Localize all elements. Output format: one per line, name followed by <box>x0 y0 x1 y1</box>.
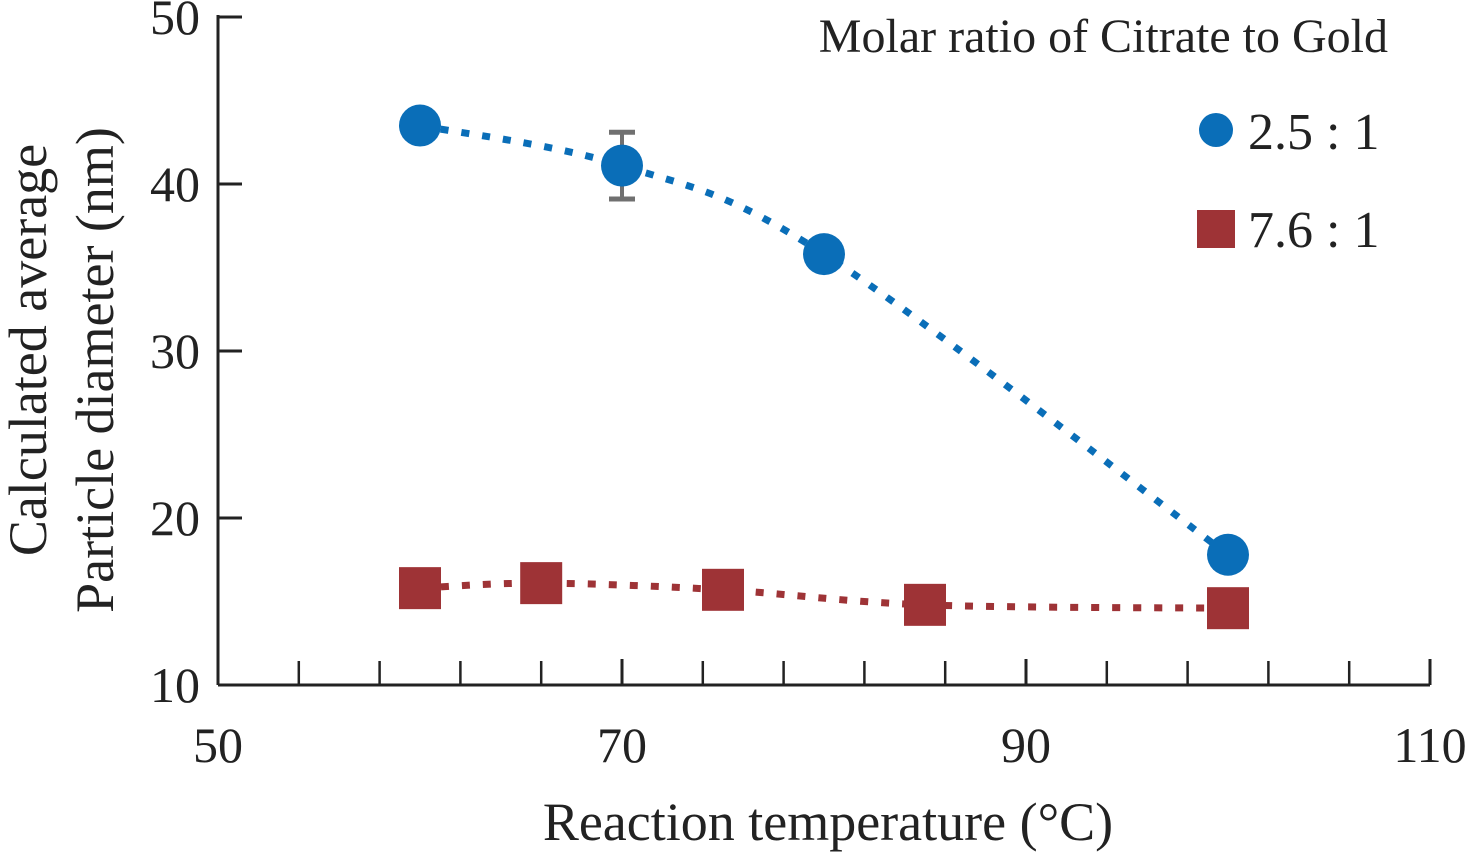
x-tick-label: 50 <box>193 717 243 773</box>
y-tick-label: 40 <box>150 156 200 212</box>
x-axis-title: Reaction temperature (°C) <box>543 792 1113 852</box>
trend-line-series-1 <box>419 122 1231 558</box>
data-point-series-1 <box>399 104 441 147</box>
data-point-series-2 <box>1207 587 1249 630</box>
y-tick-label: 20 <box>150 490 200 546</box>
y-axis-title-line-2: Particle diameter (nm) <box>65 127 125 613</box>
y-tick-label: 30 <box>150 323 200 379</box>
x-ticks: 50 70 90 110 <box>193 659 1467 773</box>
data-point-series-2 <box>520 562 563 605</box>
y-tick-label: 10 <box>150 657 200 713</box>
legend-marker-7-6-to-1 <box>1197 210 1235 248</box>
axes: 50 70 90 110 10 20 30 40 50 <box>150 0 1467 773</box>
x-tick-label: 90 <box>1001 717 1051 773</box>
y-axis-title-line-1: Calculated average <box>0 144 58 556</box>
legend-marker-2-5-to-1 <box>1199 113 1233 147</box>
y-tick-label: 50 <box>150 0 200 45</box>
trend-lines <box>419 122 1231 612</box>
plot-area <box>399 104 1249 630</box>
data-point-series-1 <box>601 144 643 187</box>
y-ticks: 10 20 30 40 50 <box>150 0 242 713</box>
x-tick-label: 70 <box>597 717 647 773</box>
data-point-series-1 <box>803 233 845 276</box>
data-point-series-2 <box>904 583 946 626</box>
legend-label-2-5-to-1: 2.5 : 1 <box>1248 104 1379 161</box>
legend: Molar ratio of Citrate to Gold 2.5 : 1 7… <box>819 10 1388 259</box>
data-point-series-2 <box>702 568 744 611</box>
legend-label-7-6-to-1: 7.6 : 1 <box>1248 202 1379 259</box>
data-point-series-2 <box>399 567 441 610</box>
data-markers <box>399 104 1249 630</box>
x-tick-label: 110 <box>1393 717 1466 773</box>
legend-title: Molar ratio of Citrate to Gold <box>819 10 1388 63</box>
data-point-series-1 <box>1207 533 1249 576</box>
